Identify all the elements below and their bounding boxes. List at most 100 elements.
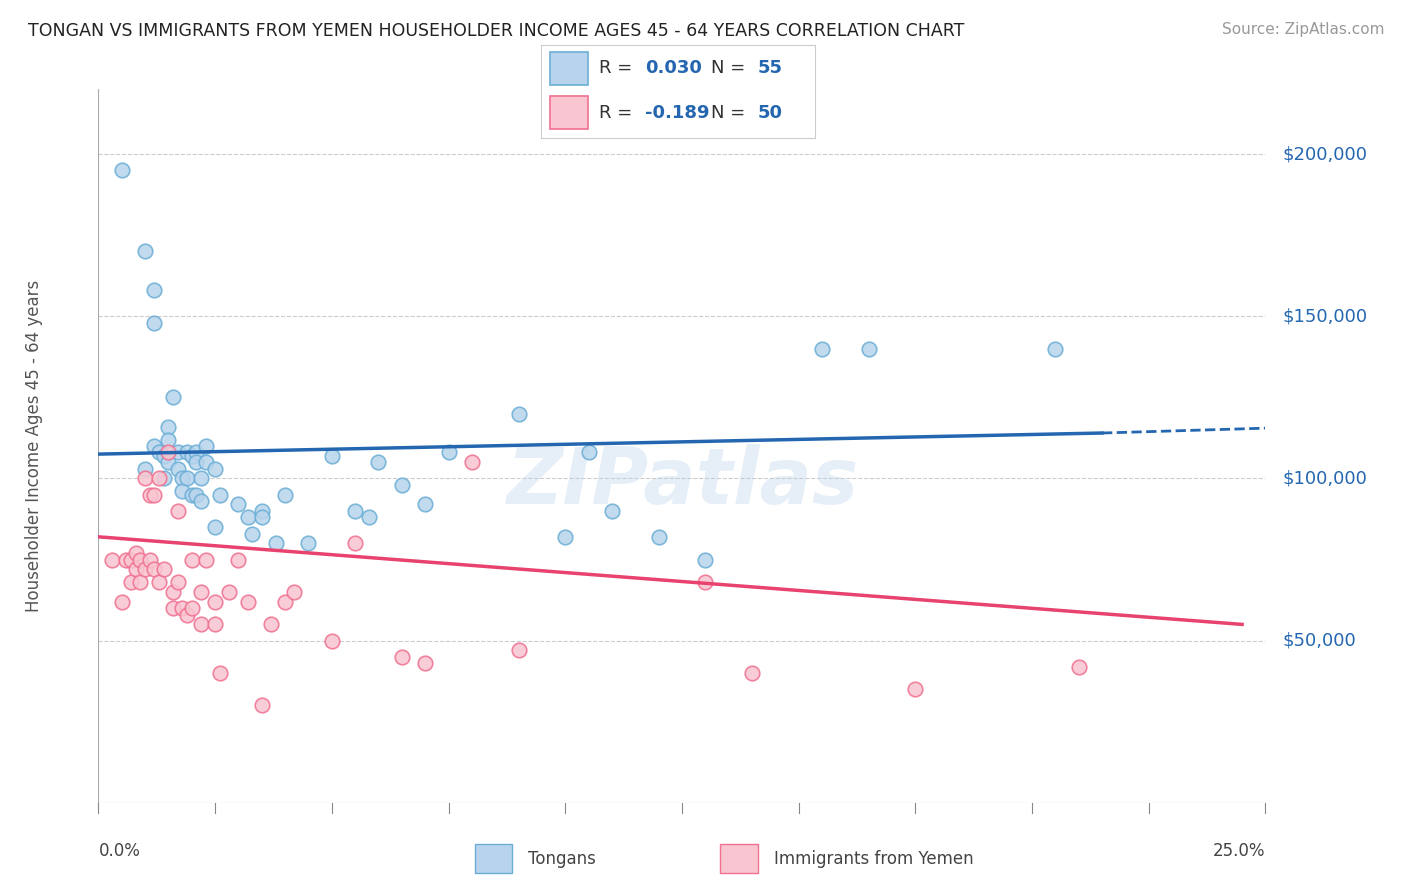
- Point: [190, 494, 212, 508]
- Point: [101, 552, 124, 566]
- Point: [858, 342, 880, 356]
- Point: [166, 504, 188, 518]
- Point: [152, 471, 174, 485]
- Point: [143, 439, 166, 453]
- Point: [143, 283, 166, 297]
- Point: [600, 504, 623, 518]
- Point: [391, 649, 413, 664]
- Point: [344, 504, 367, 518]
- Text: 50: 50: [758, 103, 783, 121]
- Text: Tongans: Tongans: [529, 849, 596, 868]
- Point: [111, 163, 134, 178]
- Text: N =: N =: [711, 103, 751, 121]
- Text: N =: N =: [711, 60, 751, 78]
- Text: Source: ZipAtlas.com: Source: ZipAtlas.com: [1222, 22, 1385, 37]
- Point: [157, 433, 180, 447]
- Point: [236, 595, 259, 609]
- Point: [194, 455, 217, 469]
- Point: [208, 666, 231, 681]
- Point: [166, 575, 188, 590]
- Text: Immigrants from Yemen: Immigrants from Yemen: [773, 849, 973, 868]
- Point: [129, 575, 152, 590]
- Point: [162, 601, 184, 615]
- Text: ZIPatlas: ZIPatlas: [506, 443, 858, 520]
- Point: [461, 455, 484, 469]
- Point: [180, 449, 202, 463]
- Point: [143, 562, 166, 576]
- Point: [129, 552, 152, 566]
- Point: [180, 601, 202, 615]
- Point: [297, 536, 319, 550]
- Point: [125, 546, 148, 560]
- Text: TONGAN VS IMMIGRANTS FROM YEMEN HOUSEHOLDER INCOME AGES 45 - 64 YEARS CORRELATIO: TONGAN VS IMMIGRANTS FROM YEMEN HOUSEHOL…: [28, 22, 965, 40]
- Point: [148, 471, 170, 485]
- Point: [143, 316, 166, 330]
- Point: [134, 562, 156, 576]
- Point: [194, 439, 217, 453]
- Text: Householder Income Ages 45 - 64 years: Householder Income Ages 45 - 64 years: [25, 280, 44, 612]
- Text: $50,000: $50,000: [1282, 632, 1355, 649]
- Point: [321, 449, 343, 463]
- Point: [236, 510, 259, 524]
- Point: [242, 526, 264, 541]
- Point: [283, 585, 305, 599]
- Point: [274, 595, 297, 609]
- Point: [367, 455, 389, 469]
- Point: [157, 419, 180, 434]
- Point: [172, 484, 194, 499]
- Point: [139, 488, 162, 502]
- Text: $200,000: $200,000: [1282, 145, 1367, 163]
- Point: [194, 552, 217, 566]
- Point: [811, 342, 834, 356]
- Point: [162, 585, 184, 599]
- Point: [186, 488, 208, 502]
- Point: [208, 488, 231, 502]
- Point: [152, 449, 174, 463]
- Point: [176, 607, 198, 622]
- Point: [359, 510, 381, 524]
- Text: $100,000: $100,000: [1282, 469, 1367, 487]
- Point: [437, 445, 460, 459]
- Point: [157, 455, 180, 469]
- Point: [228, 497, 250, 511]
- Point: [274, 488, 297, 502]
- Text: -0.189: -0.189: [645, 103, 710, 121]
- FancyBboxPatch shape: [550, 52, 588, 85]
- Text: R =: R =: [599, 103, 638, 121]
- Point: [250, 504, 273, 518]
- Point: [413, 657, 436, 671]
- Point: [204, 595, 226, 609]
- Point: [152, 562, 174, 576]
- FancyBboxPatch shape: [720, 844, 758, 873]
- Point: [134, 471, 156, 485]
- Text: 55: 55: [758, 60, 783, 78]
- Point: [647, 530, 669, 544]
- Point: [186, 445, 208, 459]
- Point: [120, 575, 142, 590]
- Point: [148, 445, 170, 459]
- Point: [176, 471, 198, 485]
- Point: [228, 552, 250, 566]
- Point: [190, 585, 212, 599]
- Point: [166, 461, 188, 475]
- Point: [204, 520, 226, 534]
- Point: [578, 445, 600, 459]
- Point: [134, 461, 156, 475]
- Point: [204, 461, 226, 475]
- Point: [180, 488, 202, 502]
- Point: [172, 471, 194, 485]
- Point: [695, 575, 717, 590]
- Point: [741, 666, 763, 681]
- Point: [344, 536, 367, 550]
- Text: R =: R =: [599, 60, 638, 78]
- Point: [904, 682, 927, 697]
- FancyBboxPatch shape: [475, 844, 512, 873]
- Point: [1067, 659, 1090, 673]
- Point: [413, 497, 436, 511]
- Point: [148, 575, 170, 590]
- Point: [190, 471, 212, 485]
- Point: [250, 698, 273, 713]
- Point: [111, 595, 134, 609]
- Point: [508, 643, 530, 657]
- Point: [125, 562, 148, 576]
